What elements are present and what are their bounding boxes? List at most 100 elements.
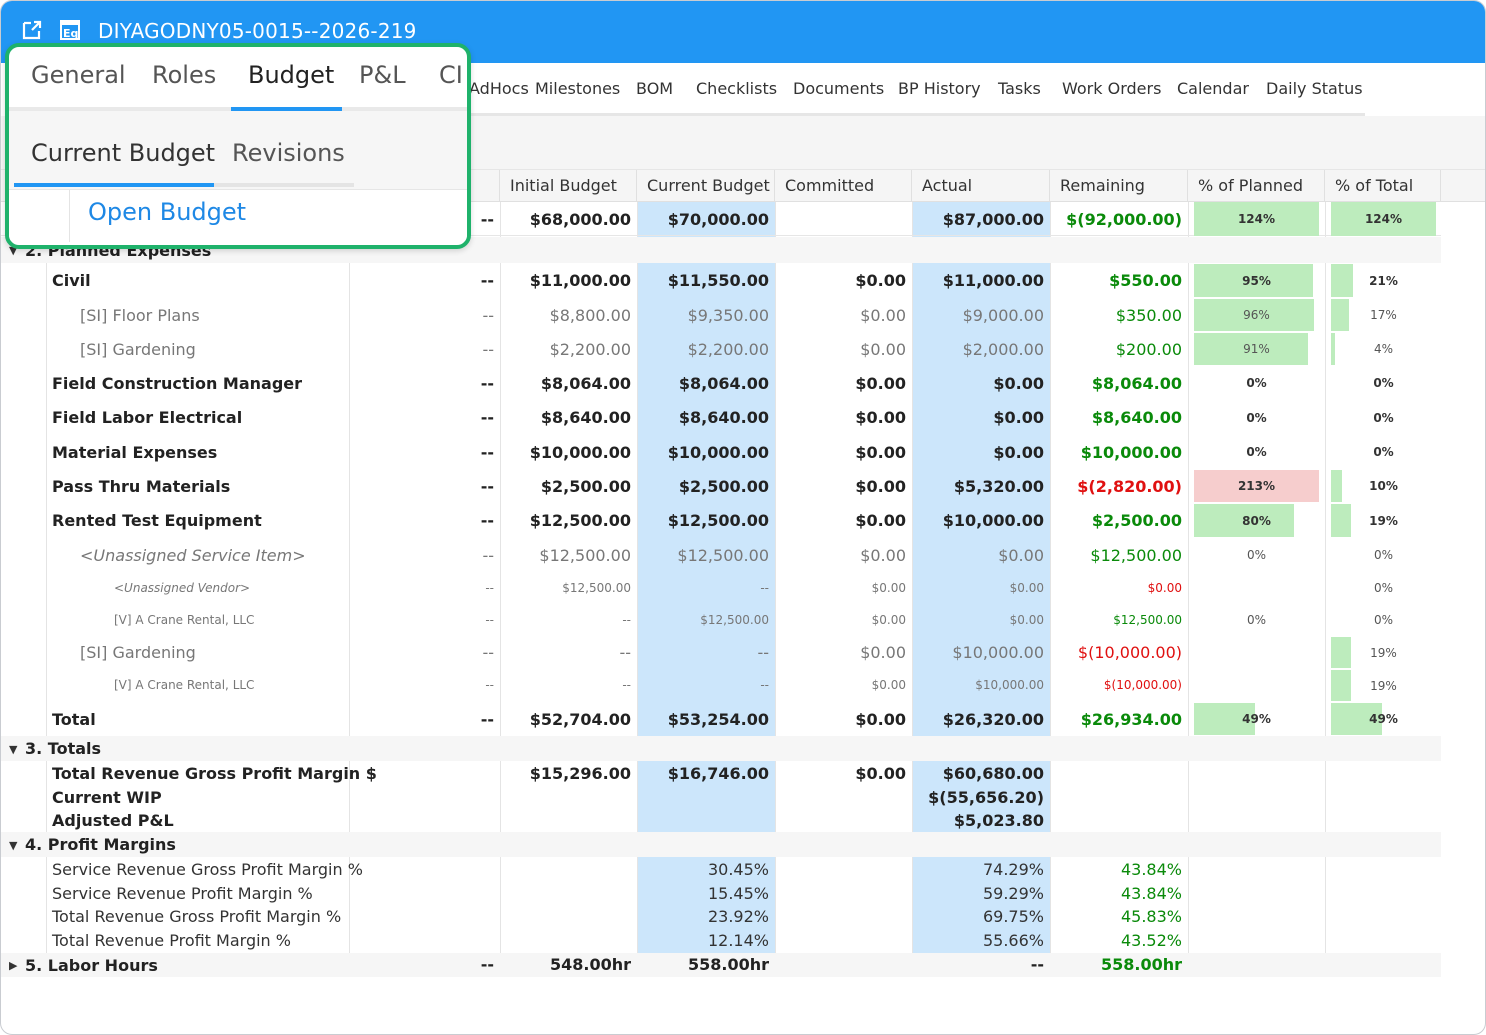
collapse-triangle-icon[interactable]: ▼ — [9, 742, 18, 756]
cell-remaining: 43.52% — [1120, 930, 1182, 950]
callout-tab-ci[interactable]: CI — [439, 61, 463, 89]
cell-current: $10,000.00 — [667, 442, 769, 462]
tab-work-orders[interactable]: Work Orders — [1062, 79, 1162, 98]
cell-col-partial: -- — [480, 476, 494, 496]
row-label: Rented Test Equipment — [52, 511, 262, 530]
cell-actual: $26,320.00 — [942, 709, 1044, 729]
column-header-actual[interactable]: Actual — [912, 170, 1050, 202]
grid-line — [775, 170, 776, 977]
callout-subtab-current-budget[interactable]: Current Budget — [31, 139, 216, 167]
row-label: [SI] Gardening — [80, 643, 196, 662]
expense-row[interactable]: Material Expenses -- $10,000.00 $10,000.00 $… — [1, 435, 1441, 469]
cell-col-partial: -- — [482, 339, 494, 359]
expense-row[interactable]: Pass Thru Materials -- $2,500.00 $2,500.00 $… — [1, 469, 1441, 503]
pct-planned-bar-label: 213% — [1237, 479, 1276, 493]
column-header-pct-total[interactable]: % of Total — [1325, 170, 1441, 202]
cell-initial: $2,500.00 — [540, 476, 631, 496]
cell-initial: $8,640.00 — [540, 408, 631, 427]
collapse-triangle-icon[interactable]: ▼ — [9, 838, 18, 852]
tab-calendar[interactable]: Calendar — [1177, 79, 1249, 98]
row-label: Total Revenue Gross Profit Margin % — [52, 907, 342, 927]
expense-row[interactable]: [V] A Crane Rental, LLC -- -- -- $0.00 $10,00… — [1, 669, 1441, 702]
tab-strip: AdHocs Milestones BOM Checklists Documents BP… — [1, 63, 1485, 113]
cell-remaining: $(2,820.00) — [1077, 476, 1182, 496]
pct-total-bar-fill — [1331, 670, 1351, 701]
callout-link-row: Open Budget — [9, 189, 467, 242]
cell-current: -- — [757, 643, 769, 662]
cell-initial: $8,064.00 — [540, 373, 631, 393]
cell-initial: -- — [622, 612, 631, 627]
callout-subtab-revisions[interactable]: Revisions — [232, 139, 345, 167]
callout-tab-p-l[interactable]: P&L — [359, 61, 406, 89]
row-label: Field Labor Electrical — [52, 408, 243, 427]
column-header-pct-planned[interactable]: % of Planned — [1188, 170, 1325, 202]
tab-daily-status[interactable]: Daily Status — [1266, 79, 1363, 98]
cell-actual: $60,680.00 — [942, 764, 1044, 783]
expense-row[interactable]: Rented Test Equipment -- $12,500.00 $12,500… — [1, 503, 1441, 538]
column-header-committed[interactable]: Committed — [775, 170, 912, 202]
cell-initial: -- — [622, 678, 631, 692]
section-totals[interactable]: ▼ 3. Totals — [1, 736, 1441, 761]
svg-text:Eq: Eq — [63, 27, 78, 40]
callout-tab-roles[interactable]: Roles — [152, 61, 217, 89]
callout-tab-general[interactable]: General — [31, 61, 126, 89]
cell-actual: -- — [1030, 955, 1044, 974]
pct-planned-bar-label: 80% — [1242, 513, 1271, 528]
tab-bom[interactable]: BOM — [636, 79, 674, 98]
collapse-triangle-icon[interactable]: ▼ — [9, 244, 18, 257]
cell-initial: $12,500.00 — [529, 511, 631, 530]
cell-current: $2,200.00 — [687, 339, 769, 359]
pct-planned-bar-label: 49% — [1242, 712, 1271, 726]
cell-actual: $10,000.00 — [952, 643, 1044, 662]
tab-tasks[interactable]: Tasks — [998, 79, 1041, 98]
tab-bp-history[interactable]: BP History — [898, 79, 981, 98]
expense-row[interactable]: <Unassigned Service Item> -- $12,500.00 $12… — [1, 538, 1441, 572]
tab-adhocs[interactable]: AdHocs — [469, 79, 529, 98]
expense-row[interactable]: [V] A Crane Rental, LLC -- -- $12,500.00 $0.… — [1, 604, 1441, 636]
cell-remaining: $550.00 — [1109, 271, 1182, 290]
tab-documents[interactable]: Documents — [793, 79, 885, 98]
cell-remaining: $2,500.00 — [1091, 511, 1182, 530]
row-label: [V] A Crane Rental, LLC — [114, 678, 255, 692]
callout-tab-budget[interactable]: Budget — [248, 61, 335, 89]
pct-planned-bar-label: 0% — [1246, 445, 1267, 459]
tab-checklists[interactable]: Checklists — [696, 79, 778, 98]
cell-actual: 74.29% — [982, 860, 1044, 879]
cell-actual: $0.00 — [1009, 580, 1044, 595]
section-profit-margins[interactable]: ▼ 4. Profit Margins — [1, 832, 1441, 857]
column-header-remaining[interactable]: Remaining — [1050, 170, 1188, 202]
cell-current: 30.45% — [707, 860, 769, 879]
report-icon[interactable]: Eq — [59, 19, 81, 41]
tab-milestones[interactable]: Milestones — [535, 79, 621, 98]
column-header-initial[interactable]: Initial Budget — [500, 170, 637, 202]
cell-initial: $10,000.00 — [529, 442, 631, 462]
expense-row[interactable]: Civil -- $11,000.00 $11,550.00 $0.00 $11,000.… — [1, 263, 1441, 298]
callout-active-tab-indicator — [231, 107, 342, 111]
expense-row[interactable]: Total -- $52,704.00 $53,254.00 $0.00 $26,320.… — [1, 702, 1441, 736]
open-budget-link[interactable]: Open Budget — [88, 198, 247, 226]
expense-row[interactable]: [SI] Gardening -- $2,200.00 $2,200.00 $0.00 $… — [1, 332, 1441, 366]
pct-total-bar-label: 21% — [1369, 273, 1398, 288]
cell-actual: 55.66% — [982, 930, 1044, 950]
cell-remaining: $200.00 — [1115, 339, 1182, 359]
expand-triangle-icon[interactable]: ▶ — [9, 959, 18, 972]
pct-planned-bar-label: 0% — [1246, 613, 1267, 627]
totals-block: Total Revenue Gross Profit Margin $ Curre… — [1, 762, 1441, 832]
cell-col-partial: -- — [480, 210, 494, 229]
cell-initial: $2,200.00 — [549, 339, 631, 359]
section-labor-hours[interactable]: ▶ 5. Labor Hours — [1, 953, 1441, 977]
cell-actual: 59.29% — [982, 883, 1044, 903]
pct-total-bar-fill — [1331, 703, 1383, 735]
pct-total-bar-label: 0% — [1373, 581, 1394, 595]
grid-line — [46, 170, 47, 977]
row-label: <Unassigned Vendor> — [114, 580, 251, 595]
pct-planned-bar-label: 95% — [1242, 273, 1271, 288]
expense-row[interactable]: Field Labor Electrical -- $8,640.00 $8,640.… — [1, 400, 1441, 435]
row-label: [SI] Gardening — [80, 339, 196, 359]
expense-row[interactable]: <Unassigned Vendor> -- $12,500.00 -- $0.00 $0… — [1, 572, 1441, 604]
expense-row[interactable]: [SI] Floor Plans -- $8,800.00 $9,350.00 $0.0… — [1, 298, 1441, 332]
expense-row[interactable]: Field Construction Manager -- $8,064.00 $8,… — [1, 366, 1441, 400]
external-link-icon[interactable] — [21, 19, 43, 41]
expense-row[interactable]: [SI] Gardening -- -- -- $0.00 $10,000.00 $(10,… — [1, 636, 1441, 669]
column-header-current[interactable]: Current Budget — [637, 170, 775, 202]
